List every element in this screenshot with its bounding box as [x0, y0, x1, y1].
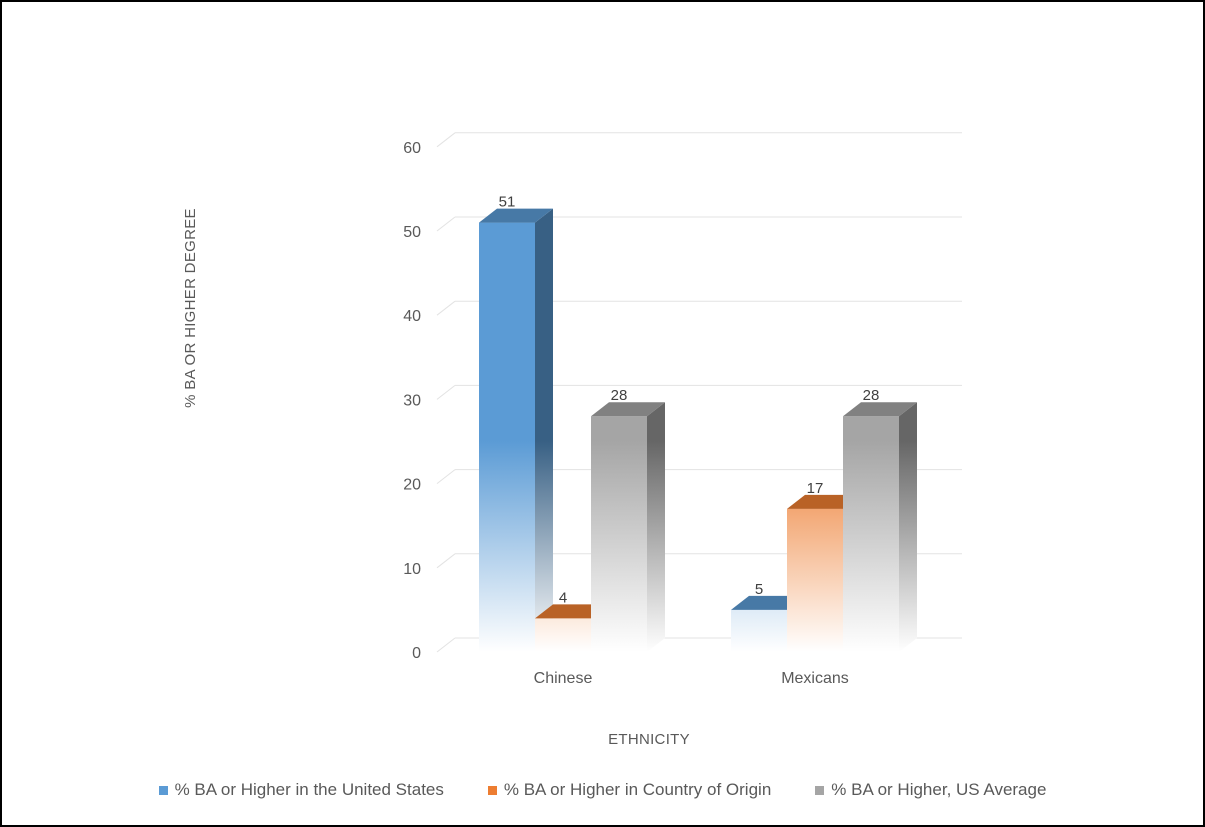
- bar-front: [479, 222, 535, 652]
- data-label: 17: [807, 480, 824, 497]
- legend-label-origin: % BA or Higher in Country of Origin: [503, 780, 772, 799]
- data-label: 4: [559, 589, 567, 606]
- gridline-depth: [436, 216, 456, 232]
- bar-top: [843, 402, 917, 417]
- bars: [479, 208, 917, 652]
- x-axis-categories: Chinese Mexicans: [534, 670, 849, 687]
- bar-top: [787, 494, 861, 509]
- bar-side: [535, 208, 553, 652]
- legend-item-us: % BA or Higher in the United States: [158, 780, 444, 800]
- gridline-depth: [436, 553, 456, 569]
- gridline-depth: [436, 385, 456, 400]
- bar-side: [899, 402, 917, 652]
- x-category-label: Chinese: [534, 670, 593, 687]
- gridline-depth: [436, 637, 456, 653]
- y-tick-label: 40: [403, 308, 421, 325]
- data-label: 51: [499, 194, 516, 211]
- legend-item-origin: % BA or Higher in Country of Origin: [487, 780, 772, 800]
- y-tick-label: 10: [403, 561, 421, 578]
- bar-top: [479, 208, 553, 223]
- bar-front: [787, 508, 843, 652]
- y-tick-label: 30: [403, 392, 421, 409]
- bar-top: [591, 402, 665, 417]
- gridline-depth: [436, 300, 456, 316]
- x-category-label: Mexicans: [781, 670, 849, 687]
- data-label: 28: [863, 387, 880, 404]
- y-tick-label: 20: [403, 477, 421, 494]
- y-tick-label: 60: [403, 140, 421, 157]
- legend-swatch-origin: [487, 785, 497, 795]
- legend-label-us: % BA or Higher in the United States: [174, 780, 444, 799]
- bar-front: [535, 618, 591, 652]
- y-tick-label: 0: [412, 645, 421, 662]
- y-axis-title: % BA OR HIGHER DEGREE: [182, 208, 199, 408]
- data-labels: 51 4 28 5 17 28: [499, 194, 880, 607]
- legend-swatch-us: [158, 785, 168, 795]
- y-tick-label: 50: [403, 224, 421, 241]
- bar-chinese-2: [591, 402, 665, 652]
- legend: % BA or Higher in the United States % BA…: [0, 780, 1205, 800]
- bar-top: [731, 595, 805, 610]
- legend-swatch-avg: [815, 785, 825, 795]
- bar-front: [591, 416, 647, 652]
- bar-chinese-0: [479, 208, 553, 652]
- gridline-depth: [436, 469, 456, 484]
- legend-label-avg: % BA or Higher, US Average: [831, 780, 1047, 799]
- data-label: 28: [611, 387, 628, 404]
- y-axis-ticks: 0 10 20 30 40 50 60: [403, 140, 421, 662]
- bar-side: [647, 402, 665, 652]
- bar-top: [535, 604, 609, 619]
- x-axis-title: ETHNICITY: [608, 731, 690, 748]
- data-label: 5: [755, 581, 763, 598]
- bar-front: [731, 609, 787, 652]
- legend-item-avg: % BA or Higher, US Average: [815, 780, 1046, 800]
- bar-mexicans-2: [843, 402, 917, 652]
- bar-front: [843, 416, 899, 652]
- gridline-depth: [436, 132, 456, 148]
